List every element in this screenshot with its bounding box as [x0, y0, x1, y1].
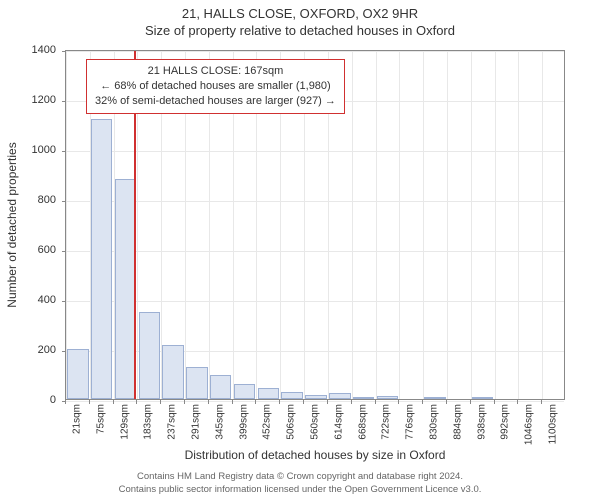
histogram-bar [234, 384, 255, 399]
x-tick-label: 183sqm [143, 404, 154, 440]
histogram-bar [67, 349, 88, 399]
x-tick-label: 1100sqm [548, 404, 559, 444]
histogram-bar [91, 119, 112, 399]
histogram-bar [353, 397, 374, 400]
footer-line1: Contains HM Land Registry data © Crown c… [0, 471, 600, 483]
histogram-bar [139, 312, 160, 400]
y-tick-label: 800 [38, 194, 56, 206]
annotation-line2: ← 68% of detached houses are smaller (1,… [95, 79, 336, 94]
histogram-bar [329, 393, 350, 399]
y-tick-label: 400 [38, 294, 56, 306]
chart-title-line1: 21, HALLS CLOSE, OXFORD, OX2 9HR [0, 0, 600, 21]
x-tick-label: 722sqm [381, 404, 392, 440]
y-tick-label: 1400 [32, 44, 56, 56]
chart-title-line2: Size of property relative to detached ho… [0, 21, 600, 38]
x-tick-label: 1046sqm [524, 404, 535, 445]
y-axis-ticks: 0200400600800100012001400 [0, 50, 60, 400]
histogram-bar [258, 388, 279, 399]
x-tick-label: 21sqm [71, 404, 82, 434]
x-tick-label: 237sqm [167, 404, 178, 440]
x-tick-label: 614sqm [333, 404, 344, 440]
annotation-line3: 32% of semi-detached houses are larger (… [95, 94, 336, 109]
histogram-bar [186, 367, 207, 400]
y-tick-label: 600 [38, 244, 56, 256]
x-tick-label: 452sqm [262, 404, 273, 440]
x-tick-label: 884sqm [452, 404, 463, 440]
annotation-line1: 21 HALLS CLOSE: 167sqm [95, 64, 336, 79]
x-tick-label: 75sqm [95, 404, 106, 434]
y-tick-label: 200 [38, 344, 56, 356]
x-axis-label: Distribution of detached houses by size … [65, 448, 565, 462]
x-tick-label: 992sqm [500, 404, 511, 440]
annotation-box: 21 HALLS CLOSE: 167sqm← 68% of detached … [86, 59, 345, 114]
x-tick-label: 938sqm [476, 404, 487, 440]
x-tick-label: 291sqm [190, 404, 201, 440]
histogram-bar [472, 397, 493, 399]
plot-area: 21 HALLS CLOSE: 167sqm← 68% of detached … [65, 50, 565, 400]
histogram-bar [305, 395, 326, 399]
footer-line2: Contains public sector information licen… [0, 484, 600, 496]
x-tick-label: 506sqm [286, 404, 297, 440]
chart-container: 21, HALLS CLOSE, OXFORD, OX2 9HR Size of… [0, 0, 600, 500]
x-tick-label: 776sqm [405, 404, 416, 440]
x-tick-label: 399sqm [238, 404, 249, 440]
histogram-bar [424, 397, 445, 399]
y-tick-label: 0 [50, 394, 56, 406]
x-tick-label: 830sqm [429, 404, 440, 440]
histogram-bar [162, 345, 183, 399]
y-tick-label: 1000 [32, 144, 56, 156]
x-tick-label: 129sqm [119, 404, 130, 440]
histogram-bar [281, 392, 302, 400]
x-tick-label: 668sqm [357, 404, 368, 440]
histogram-bar [210, 375, 231, 399]
x-tick-label: 345sqm [214, 404, 225, 440]
x-tick-label: 560sqm [310, 404, 321, 440]
histogram-bar [377, 396, 398, 399]
footer-attribution: Contains HM Land Registry data © Crown c… [0, 471, 600, 496]
y-tick-label: 1200 [32, 94, 56, 106]
